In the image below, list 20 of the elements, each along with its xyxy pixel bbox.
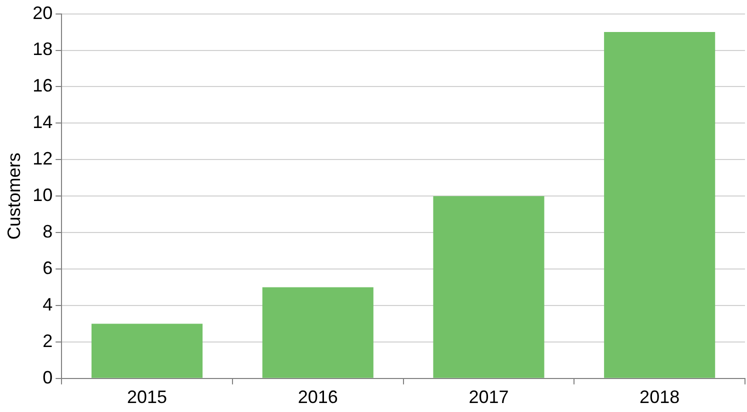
y-tick-label: 4 (42, 294, 53, 314)
y-tick-label: 20 (32, 2, 53, 23)
y-axis-title: Customers (4, 152, 24, 240)
x-tick-label: 2017 (468, 387, 509, 408)
y-tick-label: 0 (42, 367, 53, 388)
y-tick-label: 6 (42, 258, 53, 278)
y-tick-label: 18 (32, 39, 53, 60)
y-tick-label: 2 (42, 330, 53, 351)
bar (262, 287, 374, 378)
bar (92, 324, 203, 378)
x-tick-label: 2015 (127, 387, 168, 408)
y-tick-label: 8 (42, 222, 53, 242)
x-tick-label: 2018 (640, 387, 680, 408)
bar (433, 196, 544, 378)
y-tick-label: 14 (32, 112, 53, 132)
y-tick-label: 16 (32, 76, 53, 96)
bar (604, 32, 716, 378)
y-tick-label: 12 (32, 148, 53, 169)
y-tick-label: 10 (32, 185, 53, 206)
x-tick-label: 2016 (298, 387, 338, 408)
